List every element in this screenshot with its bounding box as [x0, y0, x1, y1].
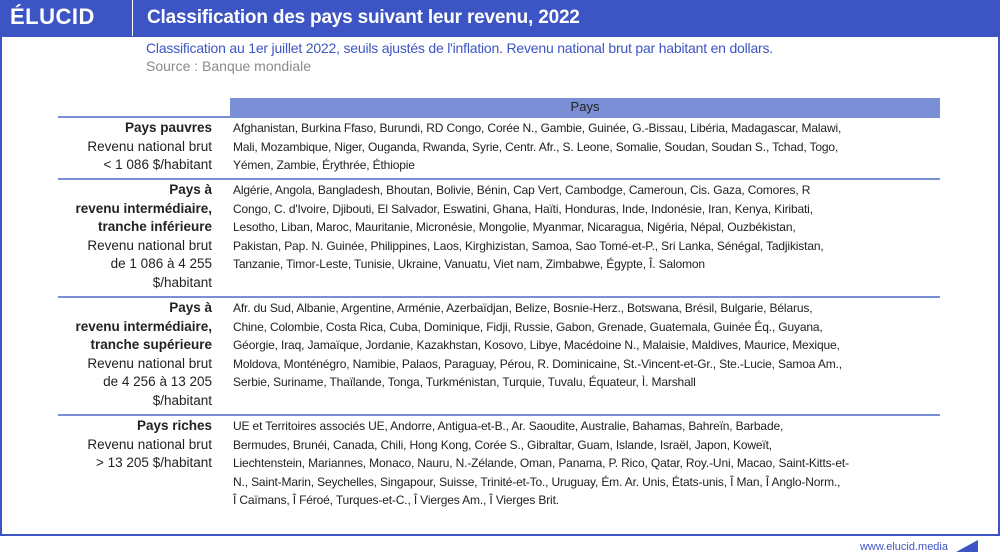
country-line: Bermudes, Brunéi, Canada, Chili, Hong Ko… — [233, 437, 772, 452]
row-label: Pays à revenu intermédiaire, tranche supér… — [58, 299, 212, 410]
income-threshold: de 1 086 à 4 255 — [110, 256, 212, 271]
income-threshold: Revenu national brut — [87, 237, 212, 253]
elucid-logo: ÉLUCID — [10, 4, 95, 29]
country-line: UE et Territoires associés UE, Andorre, … — [233, 419, 784, 433]
source: Source : Banque mondiale — [146, 58, 311, 74]
country-line: Mali, Mozambique, Niger, Ouganda, Rwanda… — [233, 139, 839, 154]
row-divider — [58, 296, 940, 298]
brand-triangle-icon — [956, 540, 978, 552]
income-threshold: de 4 256 à 13 205 — [103, 374, 212, 389]
income-threshold: > 13 205 $/habitant — [96, 455, 212, 470]
category-name: revenu intermédiaire, — [75, 200, 212, 216]
country-line: Lesotho, Liban, Maroc, Mauritanie, Micro… — [233, 220, 796, 234]
income-threshold: $/habitant — [152, 392, 212, 408]
category-name: Pays à — [169, 300, 212, 315]
row-label: Pays à revenu intermédiaire, tranche infér… — [58, 181, 212, 292]
country-line: Congo, C. d'Ivoire, Djibouti, El Salvado… — [233, 201, 813, 216]
country-line: Moldova, Monténégro, Namibie, Palaos, Pa… — [233, 356, 842, 371]
category-name: Pays à — [169, 182, 212, 197]
page-title: Classification des pays suivant leur rev… — [147, 7, 580, 28]
column-header-pays: Pays — [230, 98, 940, 116]
country-line: Afghanistan, Burkina Ffaso, Burundi, RD … — [233, 121, 842, 135]
country-list: UE et Territoires associés UE, Andorre, … — [233, 417, 943, 510]
country-line: Î Caïmans, Î Féroé, Turques-et-C., Î Vie… — [233, 493, 559, 507]
row-divider — [58, 414, 940, 416]
category-name: revenu intermédiaire, — [75, 318, 212, 334]
subtitle: Classification au 1er juillet 2022, seui… — [146, 40, 773, 56]
country-line: Pakistan, Pap. N. Guinée, Philippines, L… — [233, 238, 824, 253]
income-threshold: $/habitant — [152, 274, 212, 290]
country-line: Serbie, Suriname, Thaïlande, Tonga, Turk… — [233, 375, 696, 389]
header-bar: ÉLUCID Classification des pays suivant l… — [0, 0, 1000, 37]
header-divider — [132, 0, 133, 36]
category-name: Pays pauvres — [124, 120, 212, 135]
category-name: tranche supérieure — [90, 337, 212, 352]
income-threshold: Revenu national brut — [87, 355, 212, 371]
country-list: Algérie, Angola, Bangladesh, Bhoutan, Bo… — [233, 181, 943, 274]
row-divider — [58, 178, 940, 180]
category-name: tranche inférieure — [97, 219, 212, 234]
category-name: Pays riches — [136, 418, 212, 433]
row-label: Pays riches Revenu national brut > 13 205 … — [58, 417, 212, 473]
country-list: Afghanistan, Burkina Ffaso, Burundi, RD … — [233, 119, 943, 175]
page-frame — [0, 36, 1000, 536]
country-line: N., Saint-Marin, Seychelles, Singapour, … — [233, 474, 841, 489]
country-line: Géorgie, Iraq, Jamaïque, Jordanie, Kazak… — [233, 338, 840, 352]
country-list: Afr. du Sud, Albanie, Argentine, Arménie… — [233, 299, 943, 392]
country-line: Tanzanie, Timor-Leste, Tunisie, Ukraine,… — [233, 257, 705, 271]
footer-url[interactable]: www.elucid.media — [859, 541, 948, 553]
row-divider — [58, 116, 940, 118]
country-line: Yémen, Zambie, Érythrée, Éthiopie — [233, 158, 415, 172]
income-threshold: Revenu national brut — [87, 436, 212, 452]
country-line: Chine, Colombie, Costa Rica, Cuba, Domin… — [233, 319, 823, 334]
country-line: Afr. du Sud, Albanie, Argentine, Arménie… — [233, 301, 813, 315]
country-line: Liechtenstein, Mariannes, Monaco, Nauru,… — [233, 456, 849, 470]
row-label: Pays pauvres Revenu national brut < 1 086 … — [58, 119, 212, 175]
income-threshold: Revenu national brut — [87, 138, 212, 154]
footer — [0, 536, 1000, 558]
income-threshold: < 1 086 $/habitant — [103, 157, 212, 172]
country-line: Algérie, Angola, Bangladesh, Bhoutan, Bo… — [233, 183, 811, 197]
